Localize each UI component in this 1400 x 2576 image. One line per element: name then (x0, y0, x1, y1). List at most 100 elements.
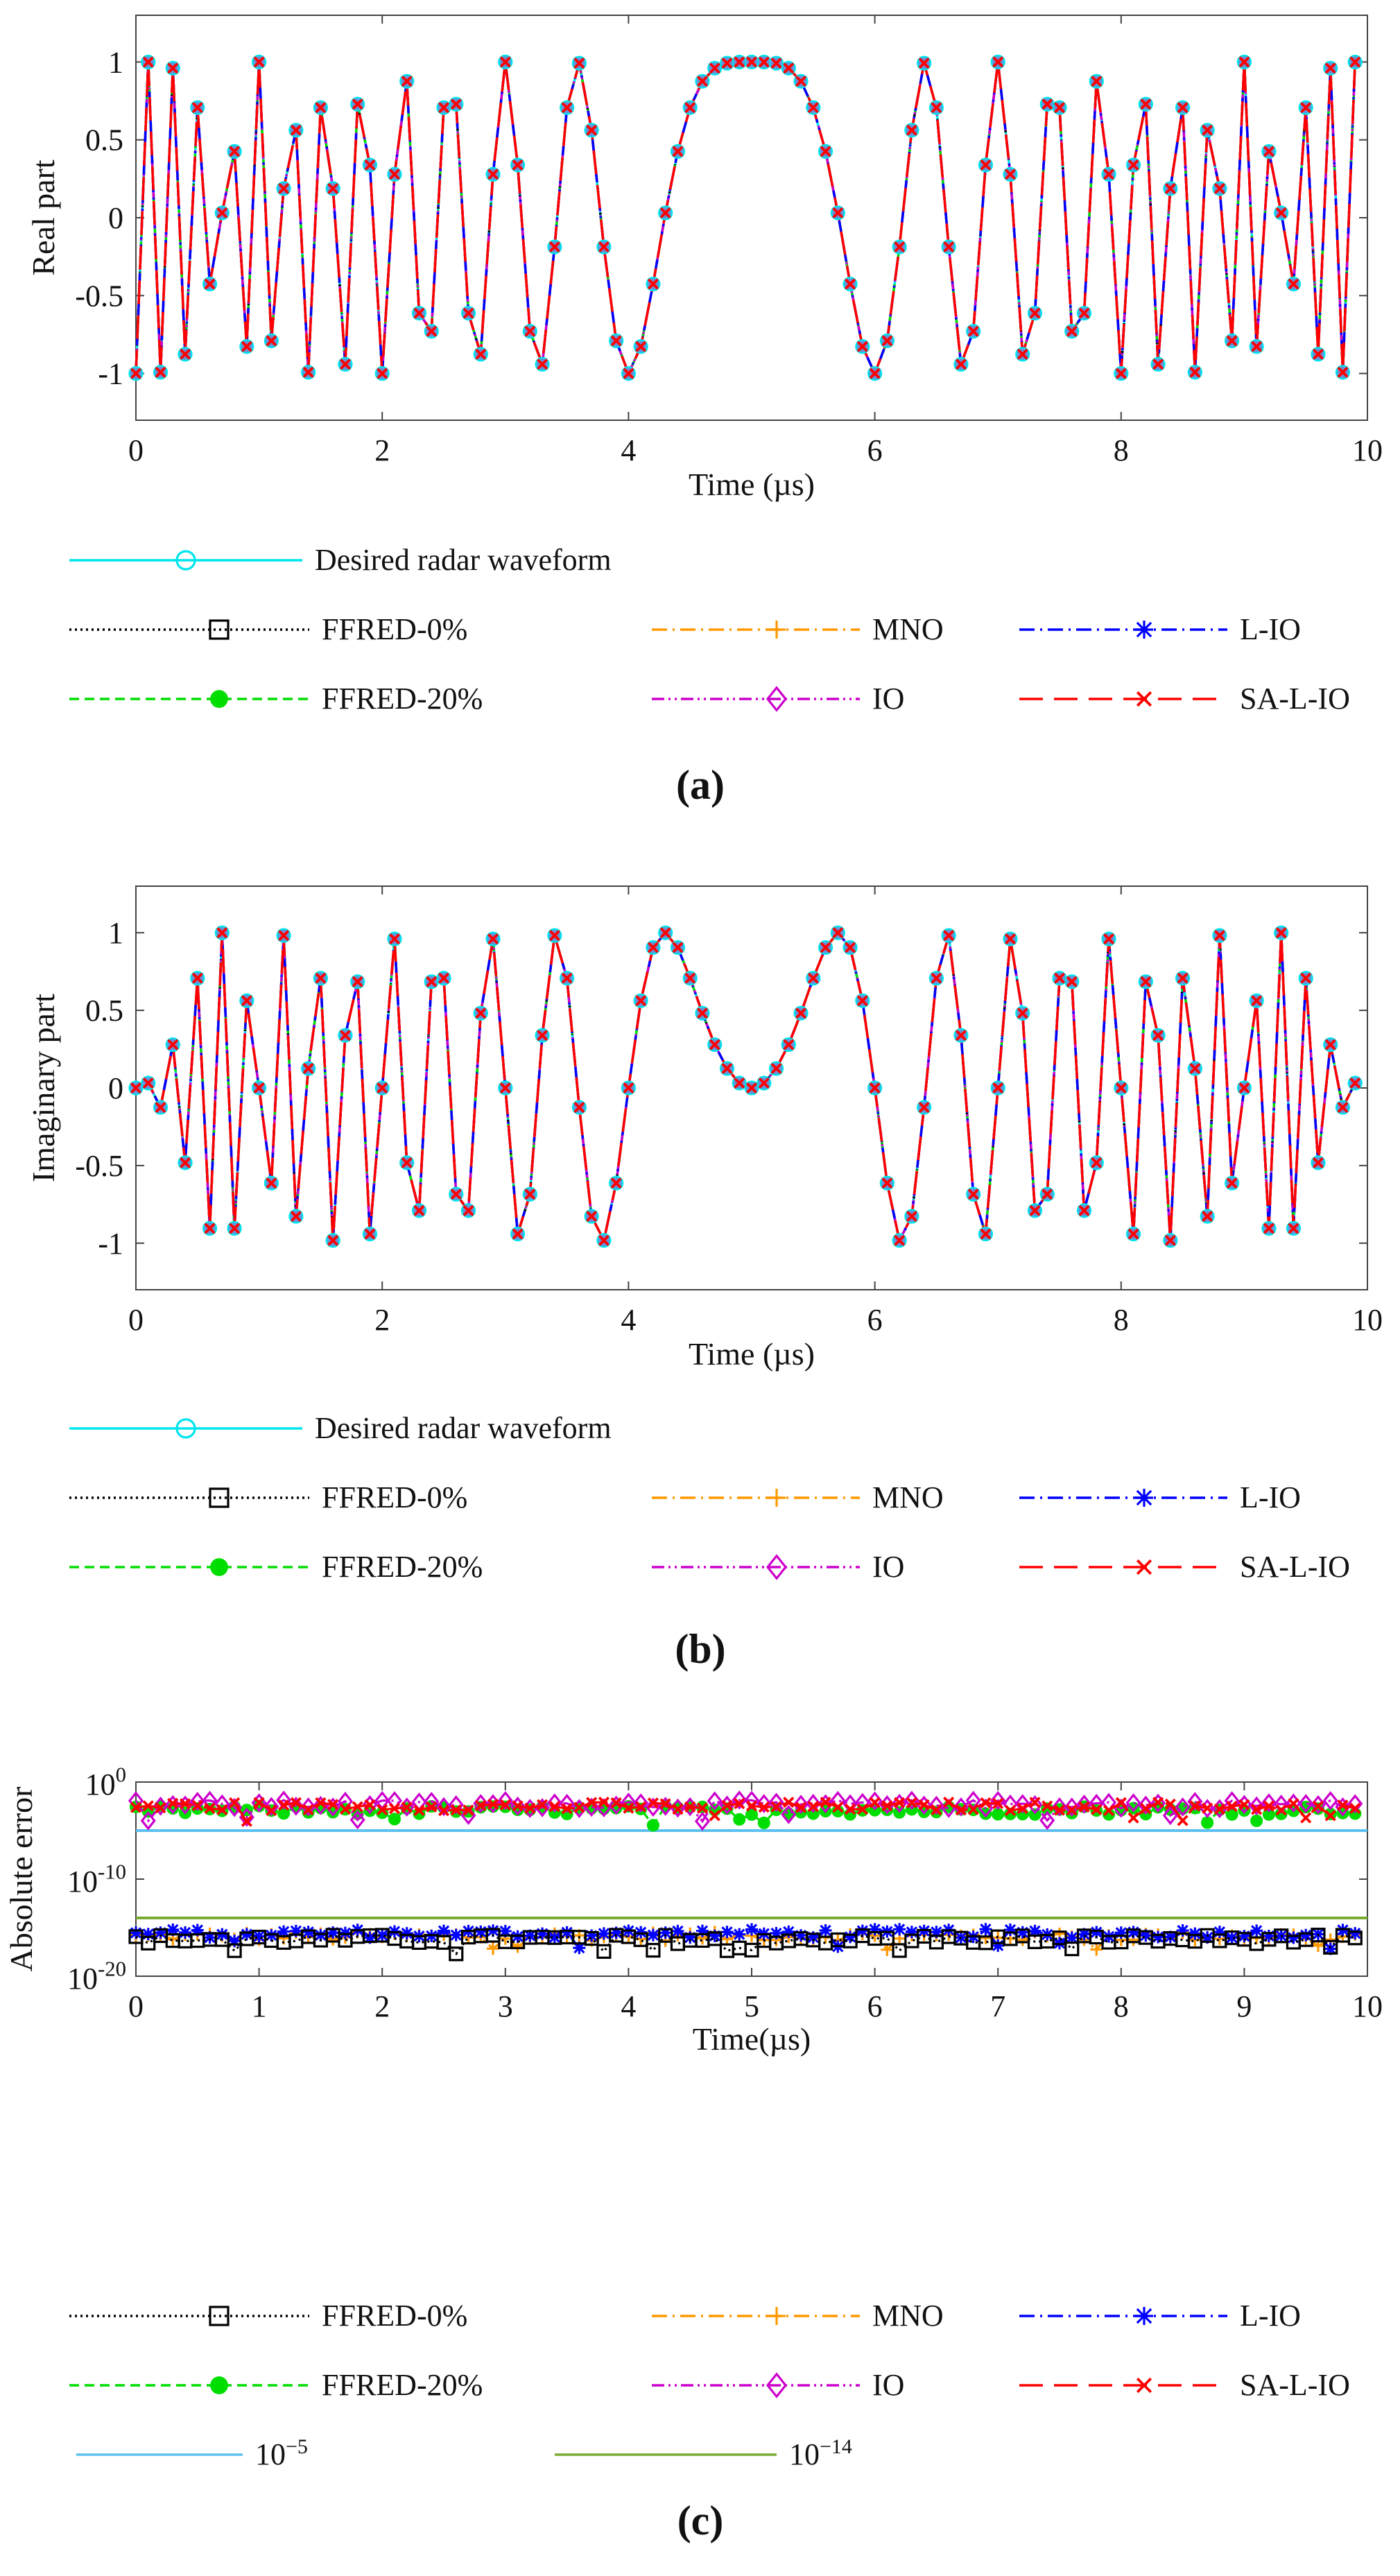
desired-marker (670, 144, 686, 159)
error-marker-2 (1225, 1931, 1238, 1944)
desired-marker (424, 324, 439, 339)
desired-marker (1200, 1209, 1215, 1224)
error-marker-5 (610, 1797, 622, 1809)
error-marker-5 (1127, 1812, 1139, 1824)
sa-l-io-marker (475, 348, 487, 360)
error-marker-4 (1261, 1793, 1277, 1813)
desired-marker (350, 96, 365, 112)
sa-l-io-marker (204, 1222, 216, 1234)
legend-4-marker (766, 2372, 788, 2398)
error-marker-5 (672, 1804, 684, 1815)
sa-l-io-marker (352, 98, 363, 110)
desired-marker (867, 1080, 883, 1096)
error-marker-5 (684, 1801, 696, 1813)
error-marker-5 (709, 1810, 720, 1822)
sa-l-io-marker (536, 1030, 548, 1041)
error-marker-1 (881, 1943, 894, 1956)
desired-marker (1274, 205, 1289, 221)
desired-marker (473, 347, 488, 362)
error-marker-2 (844, 1930, 857, 1944)
desired-marker (609, 1175, 624, 1191)
sa-l-io-marker (1226, 1177, 1238, 1189)
error-marker-5 (253, 1797, 265, 1808)
error-marker-2 (228, 1935, 241, 1948)
sa-l-io-marker (943, 241, 955, 253)
desired-marker (1027, 306, 1043, 321)
desired-marker (263, 333, 279, 349)
legend-2-marker (768, 621, 786, 639)
y-tick-label: 0 (108, 1071, 123, 1105)
sa-l-io-marker (832, 207, 844, 219)
error-marker-5 (1091, 1804, 1103, 1815)
legend-2-marker (768, 1489, 786, 1507)
legend-3-label: L-IO (1240, 1480, 1301, 1514)
sa-l-io-marker (967, 325, 979, 337)
desired-marker (202, 1220, 218, 1236)
error-marker-5 (647, 1797, 659, 1809)
desired-marker (1150, 1028, 1166, 1043)
error-marker-5 (155, 1802, 166, 1814)
error-marker-2 (1127, 1926, 1140, 1939)
error-marker-4 (707, 1791, 723, 1811)
error-marker-4 (1187, 1792, 1203, 1811)
sa-l-io-marker (204, 278, 216, 290)
desired-marker (460, 1203, 476, 1218)
sa-l-io-marker (179, 1157, 191, 1168)
sa-l-io-marker (463, 307, 474, 319)
desired-marker (276, 181, 291, 196)
sa-l-io-marker (1177, 972, 1189, 984)
error-marker-5 (758, 1801, 770, 1813)
sa-l-io-marker (536, 358, 548, 370)
desired-marker (621, 1080, 637, 1096)
error-marker-3 (757, 1816, 770, 1829)
desired-marker (1101, 166, 1116, 182)
desired-marker (990, 1080, 1005, 1096)
desired-marker (165, 1037, 180, 1053)
error-marker-5 (204, 1802, 216, 1815)
sa-l-io-marker (1189, 1062, 1201, 1075)
error-marker-4 (805, 1793, 821, 1813)
legend-3-marker (210, 2376, 228, 2394)
error-marker-5 (1213, 1803, 1225, 1815)
desired-marker (399, 1155, 415, 1170)
error-marker-2 (1287, 1931, 1300, 1944)
x-tick-label: 0 (128, 1989, 144, 2023)
error-marker-2 (610, 1926, 623, 1939)
desired-marker (1261, 144, 1277, 159)
error-marker-5 (734, 1798, 745, 1810)
legend-desired-marker (175, 550, 196, 571)
desired-marker (1311, 347, 1326, 362)
desired-marker (399, 74, 415, 89)
y-axis-label: Imaginary part (26, 994, 61, 1182)
sa-l-io-marker (302, 1062, 314, 1075)
error-marker-5 (413, 1804, 425, 1816)
sa-l-io-marker (1300, 972, 1312, 984)
sa-l-io-marker (672, 942, 684, 953)
desired-marker (695, 1005, 710, 1021)
error-marker-4 (424, 1792, 440, 1811)
error-marker-2 (806, 1931, 820, 1944)
error-marker-5 (1017, 1803, 1028, 1815)
error-marker-5 (1349, 1802, 1361, 1815)
y-tick-label: 10-10 (67, 1860, 126, 1899)
error-marker-2 (141, 1928, 155, 1941)
desired-marker (966, 324, 981, 339)
desired-marker (350, 974, 365, 989)
sa-l-io-marker (179, 348, 191, 360)
error-marker-2 (548, 1930, 561, 1944)
sa-l-io-marker (278, 182, 290, 195)
x-tick-label: 8 (1114, 433, 1129, 467)
sa-l-io-marker (1238, 1082, 1250, 1094)
sa-l-io-marker (918, 1101, 930, 1114)
sa-l-io-marker (401, 76, 413, 87)
desired-marker (239, 993, 254, 1008)
sa-l-io-marker (1288, 1222, 1299, 1234)
desired-marker (757, 1075, 772, 1091)
desired-marker (252, 1080, 267, 1096)
error-marker-4 (1150, 1793, 1166, 1813)
desired-marker (917, 1100, 932, 1115)
x-tick-label: 2 (374, 1303, 390, 1337)
error-marker-2 (1003, 1924, 1017, 1937)
desired-marker (904, 123, 919, 138)
sa-l-io-marker (1042, 1188, 1053, 1200)
